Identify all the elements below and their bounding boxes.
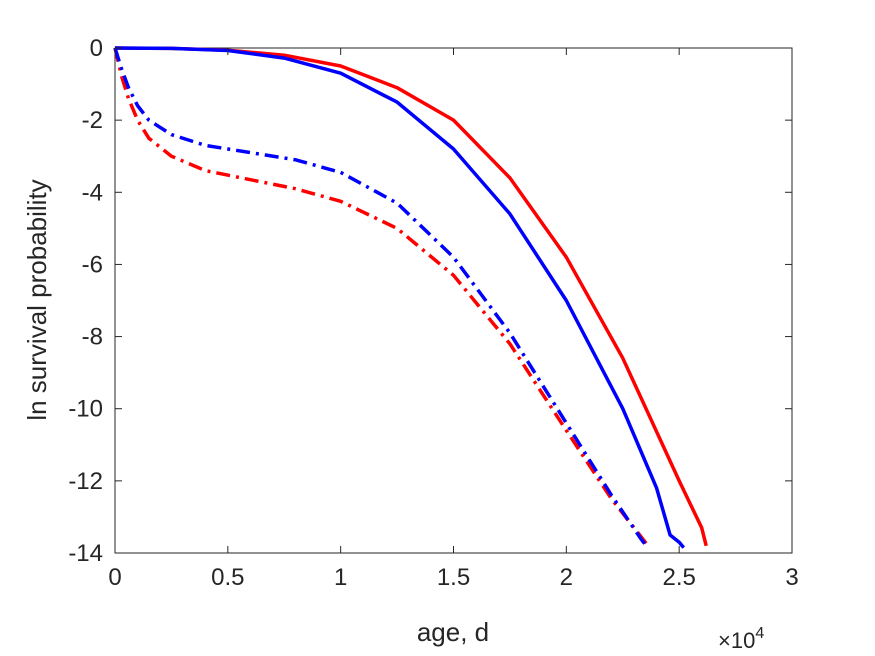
y-axis-label: ln survival probability: [22, 179, 52, 420]
ticks-layer: 0 0.5 1 1.5 2 2.5 3 0 -2 -4 -6 -8 -10 -12 -14: [68, 35, 798, 591]
x-tick-label: 2.5: [662, 564, 695, 591]
x-tick-label: 1: [334, 564, 347, 591]
series-line-2: [114, 46, 686, 549]
x-axis-multiplier: ×104: [718, 625, 764, 653]
y-tick-label: 0: [90, 35, 103, 62]
series-line-3: [113, 47, 652, 549]
x-axis-multiplier-base: ×10: [718, 628, 755, 653]
plot-area: 0 0.5 1 1.5 2 2.5 3 0 -2 -4 -6 -8 -10 -12 -14: [68, 35, 798, 591]
y-tick-label: -10: [68, 396, 103, 423]
y-tick-label: -2: [82, 107, 103, 134]
x-axis-multiplier-exponent: 4: [755, 625, 764, 642]
x-tick-label: 2: [560, 564, 573, 591]
y-tick-label: -8: [82, 324, 103, 351]
x-tick-label: 3: [785, 564, 798, 591]
y-tick-label: -12: [68, 468, 103, 495]
x-tick-label: 1.5: [437, 564, 470, 591]
axes-box: [114, 47, 793, 554]
x-tick-label: 0: [108, 564, 121, 591]
x-tick-label: 0.5: [211, 564, 244, 591]
series-line-4: [113, 47, 649, 549]
x-axis-label: age, d: [417, 617, 489, 647]
y-tick-label: -14: [68, 540, 103, 567]
y-tick-label: -6: [82, 251, 103, 278]
y-tick-label: -4: [82, 179, 103, 206]
